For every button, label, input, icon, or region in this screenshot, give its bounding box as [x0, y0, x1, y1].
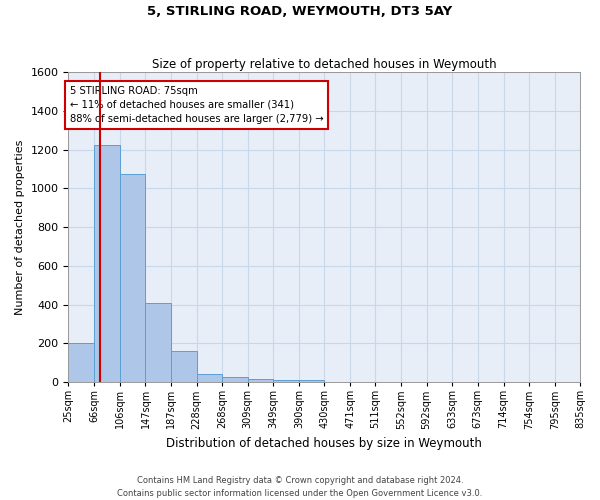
- Title: Size of property relative to detached houses in Weymouth: Size of property relative to detached ho…: [152, 58, 497, 71]
- Bar: [119, 174, 145, 382]
- Bar: [273, 380, 299, 382]
- Bar: [299, 380, 324, 382]
- Bar: [248, 380, 273, 382]
- Bar: [197, 374, 222, 382]
- Bar: [171, 351, 197, 382]
- Text: 5, STIRLING ROAD, WEYMOUTH, DT3 5AY: 5, STIRLING ROAD, WEYMOUTH, DT3 5AY: [148, 5, 452, 18]
- Y-axis label: Number of detached properties: Number of detached properties: [15, 140, 25, 315]
- Text: Contains HM Land Registry data © Crown copyright and database right 2024.
Contai: Contains HM Land Registry data © Crown c…: [118, 476, 482, 498]
- Bar: [145, 303, 171, 382]
- Bar: [68, 344, 94, 382]
- Text: 5 STIRLING ROAD: 75sqm
← 11% of detached houses are smaller (341)
88% of semi-de: 5 STIRLING ROAD: 75sqm ← 11% of detached…: [70, 86, 323, 124]
- Bar: [222, 378, 248, 382]
- X-axis label: Distribution of detached houses by size in Weymouth: Distribution of detached houses by size …: [166, 437, 482, 450]
- Bar: [94, 145, 119, 382]
